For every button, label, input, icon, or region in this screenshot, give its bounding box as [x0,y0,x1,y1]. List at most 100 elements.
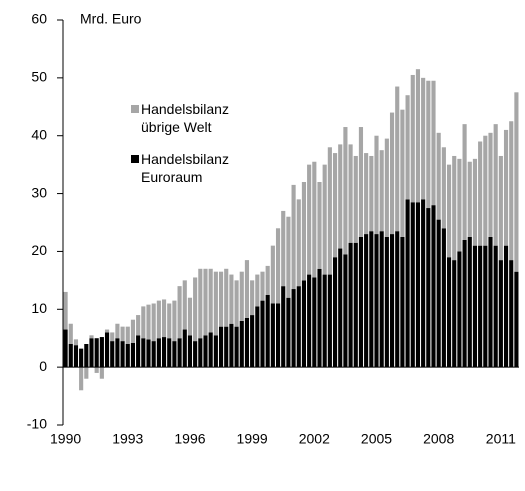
bar-segment [358,127,364,237]
bar-segment [213,335,218,368]
bar-segment [224,326,229,368]
bar-segment [177,286,182,339]
bar-segment [270,245,275,304]
bar-segment [115,323,120,339]
bar-segment [364,153,369,235]
bar-segment [493,124,498,246]
bar-segment [457,158,462,252]
bar-segment [291,184,296,290]
bar-segment [338,248,343,368]
bar-segment [431,80,436,206]
bar-segment [63,291,68,330]
bar-segment [426,80,431,209]
bar-segment [441,147,446,229]
legend-swatch [131,155,139,163]
bar-segment [172,341,177,368]
bar-segment [374,135,379,235]
bar-segment [265,294,270,368]
bar-segment [224,268,229,327]
bar-segment [431,205,436,368]
bar-segment [312,161,317,278]
bar-segment [379,231,384,368]
bar-segment [79,367,84,391]
bar-segment [322,164,327,275]
bar-segment [208,268,213,333]
bar-segment [167,303,172,339]
bar-segment [281,286,286,368]
bar-segment [291,289,296,368]
bar-segment [478,245,483,368]
bar-segment [84,344,89,368]
bar-segment [187,297,193,336]
bar-segment [307,274,312,368]
bar-segment [94,367,99,373]
bar-segment [286,297,291,368]
bar-segment [503,129,509,246]
x-tick-label: 1996 [174,431,205,447]
bar-segment [441,228,446,368]
bar-segment [125,344,130,368]
bar-segment [203,268,208,336]
bar-segment [421,77,426,200]
y-tick-label: 20 [31,242,47,258]
bar-segment [125,326,130,344]
bar-segment [265,265,270,295]
bar-segment [462,124,467,240]
bar-segment [498,260,503,368]
bar-segment [410,74,415,203]
bar-segment [317,268,322,368]
bar-segment [68,323,73,344]
bar-segment [327,147,332,275]
bar-segment [462,239,467,368]
bar-segment [146,304,151,340]
bar-segment [483,135,488,246]
bar-segment [301,182,307,281]
bar-segment [493,245,498,368]
bar-segment [452,260,457,368]
bar-segment [483,245,488,368]
bar-segment [389,112,395,235]
bar-segment [120,326,125,342]
bar-segment [281,210,286,287]
bar-segment [146,339,151,368]
bar-segment [63,329,68,368]
bar-segment [260,271,265,301]
y-tick-label: 50 [31,69,47,85]
bar-segment [452,155,457,261]
x-tick-label: 2008 [423,431,454,447]
x-tick-label: 2005 [361,431,392,447]
bar-segment [364,234,369,368]
bar-segment [198,338,203,368]
bar-segment [332,257,338,368]
legend-label: Handelsbilanz übrige Welt [141,101,229,135]
y-tick-label: 0 [39,358,47,374]
bar-segment [369,231,374,368]
bar-segment [358,236,364,368]
bar-segment [193,341,198,368]
bar-segment [198,268,203,339]
bar-segment [250,315,255,368]
bar-segment [99,337,104,368]
bar-segment [208,332,213,368]
legend-swatch [131,105,139,113]
bar-segment [136,335,141,368]
bar-segment [514,271,519,368]
bar-segment [193,277,198,342]
bar-segment [395,231,400,368]
bar-segment [322,274,327,368]
bar-segment [213,271,218,336]
bar-segment [218,271,224,327]
bar-segment [405,95,410,200]
bar-segment [400,109,405,237]
bar-segment [79,348,84,368]
bar-segment [130,342,136,368]
bar-segment [275,303,281,368]
bar-segment [389,234,395,368]
bar-segment [467,236,472,368]
bar-segment [446,257,452,368]
bar-segment [239,320,244,368]
bar-segment [286,216,291,298]
bar-segment [229,274,234,324]
bar-segment [332,153,338,258]
